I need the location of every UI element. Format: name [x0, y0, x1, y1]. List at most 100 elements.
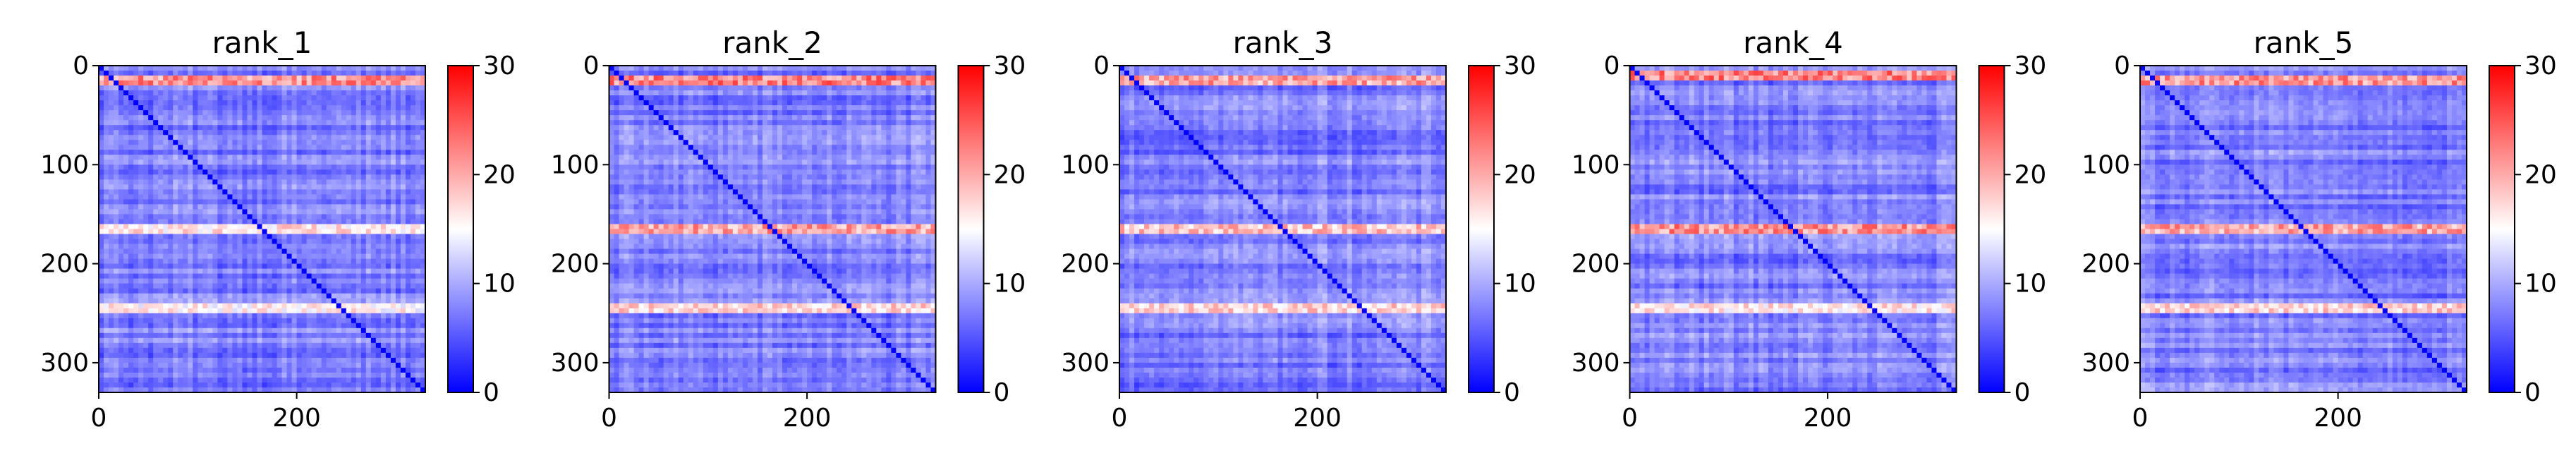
heatmap-cell: [361, 209, 367, 215]
heatmap-cell: [188, 145, 193, 150]
heatmap-cell: [351, 224, 357, 229]
heatmap-cell: [198, 333, 203, 339]
heatmap-cell: [307, 289, 312, 294]
heatmap-cell: [212, 76, 218, 81]
heatmap-cell: [758, 100, 763, 106]
heatmap-cell: [232, 363, 238, 368]
heatmap-cell: [104, 66, 109, 71]
heatmap-cell: [104, 333, 109, 339]
heatmap-cell: [173, 155, 178, 160]
heatmap-cell: [277, 214, 283, 220]
heatmap-cell: [292, 289, 298, 294]
heatmap-cell: [901, 100, 906, 106]
heatmap-cell: [391, 164, 396, 170]
heatmap-cell: [109, 239, 114, 245]
heatmap-cell: [322, 303, 327, 309]
heatmap-cell: [361, 323, 367, 329]
heatmap-cell: [128, 303, 134, 309]
heatmap-cell: [391, 303, 396, 309]
heatmap-cell: [212, 66, 218, 71]
heatmap-cell: [396, 71, 401, 76]
heatmap-cell: [341, 259, 347, 265]
heatmap-cell: [411, 194, 416, 200]
heatmap-cell: [297, 299, 303, 304]
heatmap-cell: [232, 85, 238, 91]
heatmap-cell: [193, 338, 198, 344]
heatmap-cell: [158, 76, 164, 81]
heatmap-cell: [272, 164, 278, 170]
heatmap-cell: [242, 323, 248, 329]
heatmap-cell: [287, 249, 293, 255]
heatmap-cell: [292, 110, 298, 116]
heatmap-cell: [693, 76, 699, 81]
heatmap-cell: [312, 378, 317, 383]
heatmap-cell: [222, 199, 228, 205]
heatmap-cell: [272, 249, 278, 255]
heatmap-cell: [272, 66, 278, 71]
heatmap-cell: [361, 164, 367, 170]
heatmap-cell: [322, 279, 327, 284]
heatmap-cell: [693, 66, 699, 71]
heatmap-cell: [312, 323, 317, 329]
heatmap-cell: [312, 140, 317, 145]
heatmap-cell: [302, 174, 308, 180]
heatmap-cell: [158, 244, 164, 250]
heatmap-cell: [217, 284, 223, 289]
heatmap-cell: [262, 259, 268, 265]
heatmap-cell: [391, 115, 396, 121]
heatmap-cell: [336, 85, 342, 91]
heatmap-cell: [163, 209, 169, 215]
heatmap-cell: [119, 254, 124, 260]
heatmap-cell: [104, 274, 109, 279]
heatmap-cell: [168, 318, 174, 324]
heatmap-cell: [812, 76, 818, 81]
heatmap-cell: [198, 115, 203, 121]
heatmap-cell: [252, 224, 257, 229]
heatmap-cell: [282, 160, 288, 165]
heatmap-cell: [698, 76, 704, 81]
heatmap-cell: [163, 174, 169, 180]
heatmap-cell: [832, 71, 837, 76]
heatmap-cell: [212, 199, 218, 205]
heatmap-cell: [366, 343, 372, 349]
heatmap-cell: [183, 155, 188, 160]
heatmap-cell: [188, 155, 193, 160]
heatmap-cell: [411, 189, 416, 195]
heatmap-cell: [356, 299, 362, 304]
heatmap-cell: [708, 90, 714, 96]
heatmap-cell: [247, 135, 253, 140]
heatmap-cell: [257, 219, 262, 224]
heatmap-cell: [921, 90, 926, 96]
heatmap-cell: [822, 80, 827, 86]
heatmap-cell: [688, 110, 694, 116]
heatmap-cell: [624, 105, 630, 111]
heatmap-cell: [891, 90, 897, 96]
heatmap-cell: [247, 299, 253, 304]
heatmap-cell: [217, 155, 223, 160]
heatmap-cell: [227, 204, 233, 210]
heatmap-cell: [143, 199, 149, 205]
heatmap-cell: [406, 130, 411, 136]
heatmap-cell: [232, 214, 238, 220]
heatmap-cell: [376, 209, 382, 215]
heatmap-cell: [207, 259, 213, 265]
heatmap-cell: [361, 71, 367, 76]
heatmap-cell: [104, 120, 109, 126]
heatmap-cell: [822, 85, 827, 91]
heatmap-cell: [317, 199, 322, 205]
heatmap-cell: [207, 313, 213, 319]
heatmap-cell: [381, 299, 387, 304]
heatmap-cell: [198, 323, 203, 329]
heatmap-cell: [262, 289, 268, 294]
heatmap-cell: [138, 214, 144, 220]
heatmap-cell: [396, 179, 401, 185]
heatmap-cell: [624, 71, 630, 76]
heatmap-cell: [109, 229, 114, 235]
heatmap-cell: [609, 105, 615, 111]
heatmap-cell: [386, 328, 391, 334]
heatmap-cell: [684, 71, 689, 76]
heatmap-cell: [312, 214, 317, 220]
heatmap-cell: [396, 264, 401, 270]
heatmap-cell: [391, 284, 396, 289]
heatmap-cell: [925, 90, 931, 96]
